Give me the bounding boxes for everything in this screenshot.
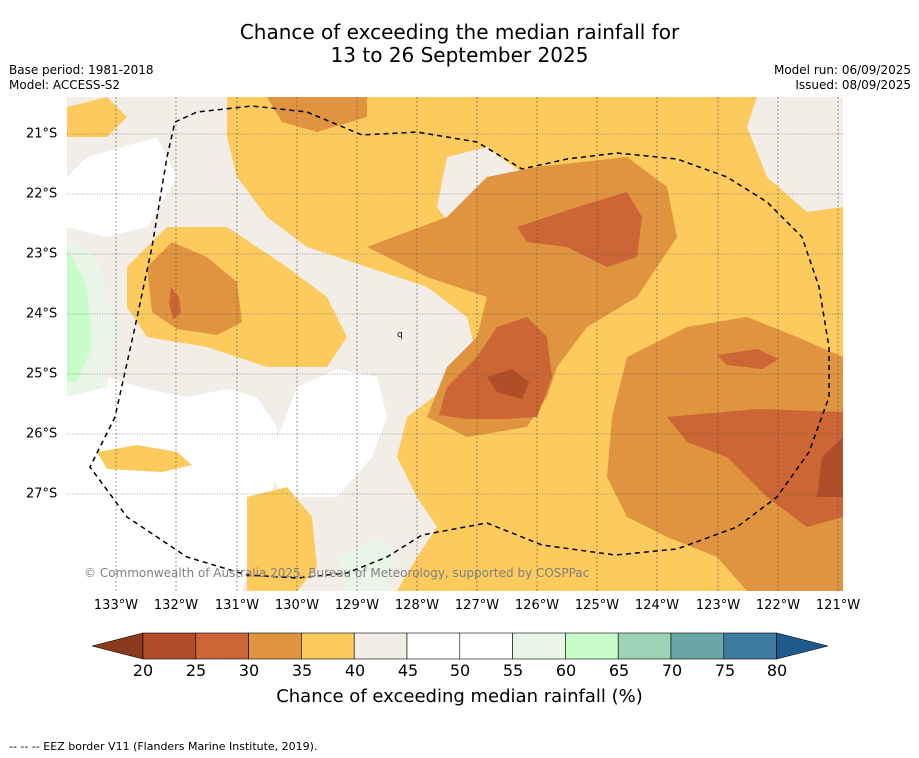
colorbar-extend-high <box>776 632 829 660</box>
lon-label-132w: 132°W <box>153 598 199 613</box>
lon-label-121w: 121°W <box>815 598 861 613</box>
colorbar-tick-20: 20 <box>132 661 154 680</box>
colorbar-tick-50: 50 <box>449 661 471 680</box>
region-50-upperleft <box>67 137 177 237</box>
eez-border <box>89 105 830 579</box>
colorbar-segment-70 <box>670 632 725 660</box>
colorbar-tick-65: 65 <box>608 661 630 680</box>
colorbar <box>91 632 829 660</box>
rainfall-map: q <box>67 97 843 591</box>
colorbar-segment-40 <box>353 632 408 660</box>
colorbar-segment-25 <box>195 632 249 660</box>
map-title-line1: Chance of exceeding the median rainfall … <box>239 20 680 44</box>
colorbar-label: Chance of exceeding median rainfall (%) <box>276 686 643 707</box>
lat-label-24s: 24°S <box>26 306 58 322</box>
region-25-right <box>817 437 843 497</box>
region-50-left <box>67 377 277 591</box>
region-45-bite-right <box>747 97 843 212</box>
lon-label-125w: 125°W <box>574 598 620 613</box>
colorbar-extend-low <box>91 632 144 660</box>
eez-footnote: -- -- -- EEZ border V11 (Flanders Marine… <box>9 740 318 753</box>
region-40-topleft <box>67 97 127 137</box>
lat-label-23s: 23°S <box>26 246 58 262</box>
lat-label-27s: 27°S <box>26 486 58 502</box>
lat-label-22s: 22°S <box>26 186 58 202</box>
latitude-gridlines <box>67 133 843 495</box>
lon-label-126w: 126°W <box>514 598 560 613</box>
map-marker-q: q <box>397 330 403 340</box>
copyright-notice: © Commonwealth of Australia 2025, Bureau… <box>84 566 590 580</box>
region-50-center <box>262 369 387 497</box>
colorbar-segment-65 <box>617 632 672 660</box>
colorbar-segment-30 <box>248 632 302 660</box>
region-30-right-small <box>717 349 779 369</box>
region-60 <box>67 247 92 382</box>
colorbar-tick-75: 75 <box>714 661 736 680</box>
issued-date: Issued: 08/09/2025 <box>795 78 911 92</box>
map-title-line2: 13 to 26 September 2025 <box>330 43 589 67</box>
colorbar-segment-45 <box>406 632 461 660</box>
colorbar-tick-60: 60 <box>555 661 577 680</box>
region-40-bottomleft <box>247 487 317 591</box>
colorbar-segment-55 <box>512 632 566 660</box>
region-30-upper <box>517 192 642 267</box>
lat-label-25s: 25°S <box>26 366 58 382</box>
region-30-right <box>667 409 843 527</box>
region-35-top <box>267 97 367 132</box>
colorbar-segment-50 <box>459 632 513 660</box>
colorbar-tick-25: 25 <box>185 661 207 680</box>
base-period: Base period: 1981-2018 <box>9 63 154 77</box>
lon-label-122w: 122°W <box>755 598 801 613</box>
lon-label-129w: 129°W <box>334 598 380 613</box>
colorbar-tick-70: 70 <box>661 661 683 680</box>
colorbar-tick-40: 40 <box>344 661 366 680</box>
region-25-center <box>487 369 529 399</box>
lon-label-128w: 128°W <box>394 598 440 613</box>
lon-label-123w: 123°W <box>695 598 741 613</box>
region-35-left <box>147 242 242 335</box>
colorbar-tick-80: 80 <box>766 661 788 680</box>
region-30-left <box>169 287 181 319</box>
colorbar-tick-45: 45 <box>397 661 419 680</box>
colorbar-segment-20 <box>142 632 197 660</box>
region-40-strip <box>97 445 192 472</box>
lon-label-131w: 131°W <box>214 598 260 613</box>
lon-label-130w: 130°W <box>274 598 320 613</box>
colorbar-tick-35: 35 <box>291 661 313 680</box>
lat-label-26s: 26°S <box>26 426 58 442</box>
colorbar-segment-35 <box>301 632 355 660</box>
colorbar-tick-55: 55 <box>502 661 524 680</box>
lat-label-21s: 21°S <box>26 126 58 142</box>
colorbar-tick-30: 30 <box>238 661 260 680</box>
region-55-bottom <box>337 537 397 591</box>
lon-label-133w: 133°W <box>93 598 139 613</box>
lon-label-124w: 124°W <box>634 598 680 613</box>
model-name: Model: ACCESS-S2 <box>9 78 121 92</box>
colorbar-segment-60 <box>565 632 619 660</box>
model-run: Model run: 06/09/2025 <box>773 63 911 77</box>
colorbar-segment-75 <box>723 632 777 660</box>
lon-label-127w: 127°W <box>454 598 500 613</box>
